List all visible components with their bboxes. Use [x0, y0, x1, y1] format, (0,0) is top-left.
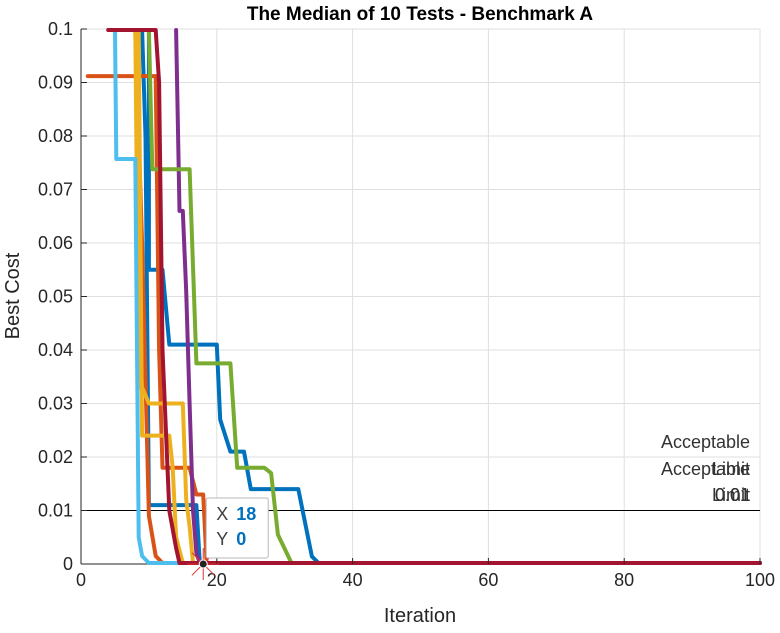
datatip-y-key: Y — [216, 529, 228, 549]
series-line-10 — [106, 28, 762, 565]
y-tick-label: 0.1 — [48, 19, 73, 39]
limit-annotation-text: 0.01 — [715, 485, 750, 505]
series-line-1 — [140, 28, 762, 565]
chart-title: The Median of 10 Tests - Benchmark A — [247, 4, 594, 25]
x-tick-label: 80 — [614, 570, 634, 590]
y-tick-label: 0 — [63, 554, 73, 574]
datatip-y-value: 0 — [236, 529, 246, 549]
x-tick-label: 100 — [745, 570, 775, 590]
x-tick-label: 20 — [207, 570, 227, 590]
y-axis-label: Best Cost — [2, 252, 24, 339]
datatip-x-value: 18 — [236, 504, 256, 524]
y-tick-label: 0.01 — [38, 501, 73, 521]
limit-annotation-text: Acceptable — [661, 459, 750, 479]
x-tick-label: 60 — [478, 570, 498, 590]
y-tick-label: 0.06 — [38, 233, 73, 253]
y-tick-label: 0.07 — [38, 180, 73, 200]
x-axis-label: Iteration — [384, 605, 456, 627]
series-line-9 — [113, 28, 762, 565]
y-tick-label: 0.03 — [38, 394, 73, 414]
y-tick-label: 0.08 — [38, 126, 73, 146]
x-tick-label: 0 — [76, 570, 86, 590]
y-tick-label: 0.05 — [38, 287, 73, 307]
limit-annotation-text: Acceptable — [661, 432, 750, 452]
datatip[interactable]: X 18 Y 0 — [187, 497, 269, 580]
limit-annotation-text: Limit — [712, 459, 750, 479]
limit-annotation-text: 0.01 — [715, 485, 750, 505]
ticks-group: 0 20 40 60 80 100 0 0.01 0.02 0.03 0.04 0.05 0.06 0.0… — [38, 19, 775, 590]
x-tick-label: 40 — [343, 570, 363, 590]
limit-annotation-text: Limit — [712, 485, 750, 505]
y-tick-label: 0.09 — [38, 73, 73, 93]
series-line-8 — [146, 28, 762, 565]
datatip-marker[interactable] — [198, 559, 208, 569]
y-tick-label: 0.02 — [38, 447, 73, 467]
series-group — [85, 28, 762, 565]
datatip-x-key: X — [216, 504, 228, 524]
datatip-box[interactable] — [205, 497, 269, 559]
y-tick-label: 0.04 — [38, 340, 73, 360]
